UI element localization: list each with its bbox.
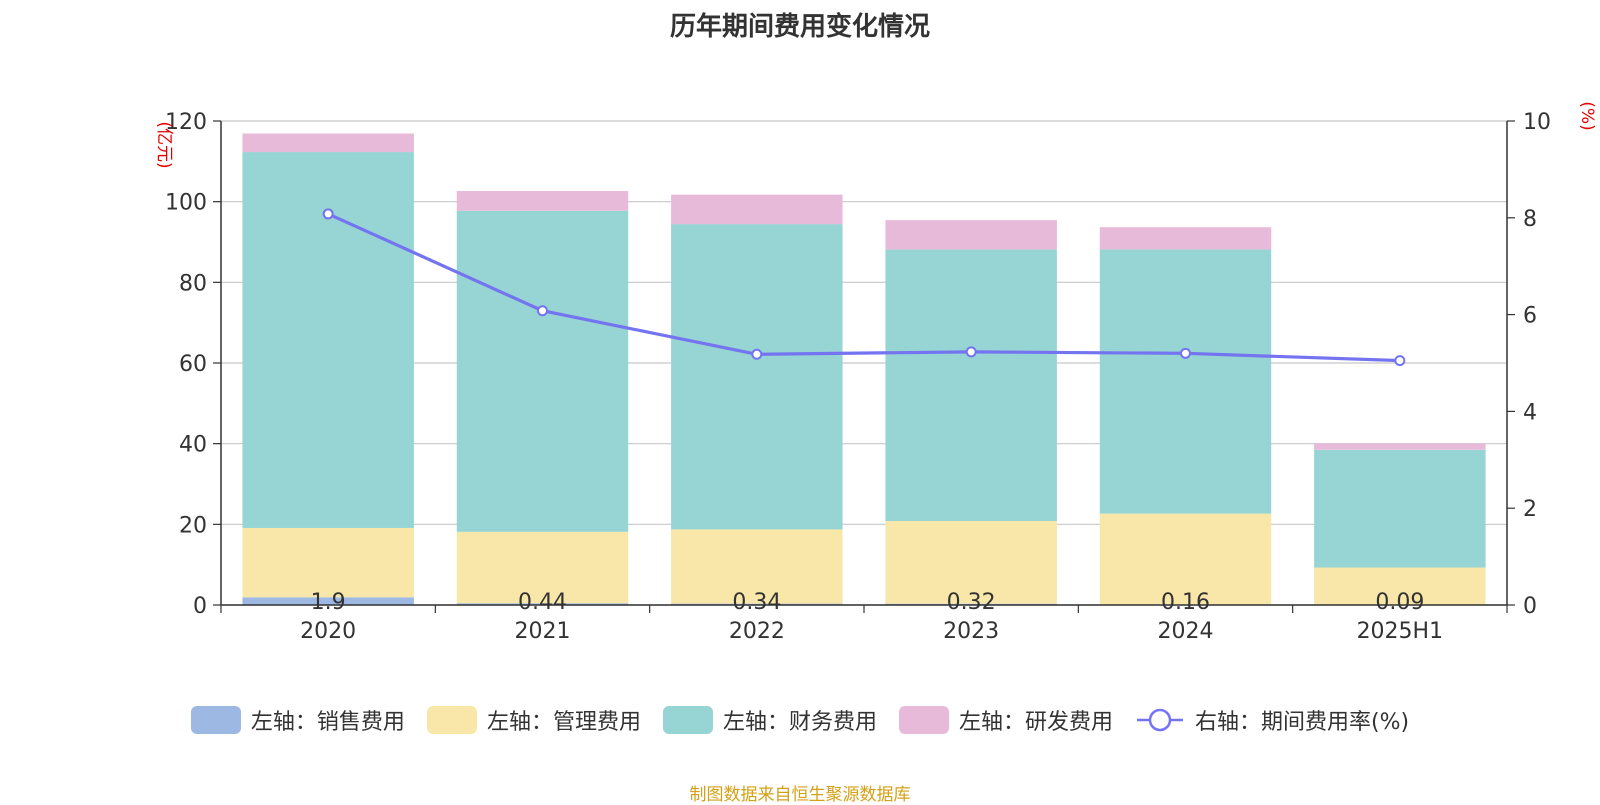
source-note: 制图数据来自恒生聚源数据库 xyxy=(0,780,1600,805)
legend-item[interactable]: 左轴：销售费用 xyxy=(191,704,405,736)
legend: 左轴：销售费用 左轴：管理费用 左轴：财务费用 左轴：研发费用 右轴：期间费用率(%) xyxy=(0,704,1600,736)
rate-point[interactable] xyxy=(538,306,547,315)
right-axis-unit: (%) xyxy=(1577,101,1597,130)
bar-segment[interactable] xyxy=(885,250,1056,521)
bar-segment[interactable] xyxy=(1314,443,1485,449)
bar-segment[interactable] xyxy=(1100,227,1271,249)
legend-label: 右轴：期间费用率(%) xyxy=(1195,704,1409,736)
left-axis-tick-label: 40 xyxy=(179,433,207,458)
legend-swatch xyxy=(899,706,949,734)
bar-segment[interactable] xyxy=(457,191,628,211)
bar-segment[interactable] xyxy=(885,220,1056,249)
left-axis-tick-label: 0 xyxy=(193,594,207,619)
legend-swatch xyxy=(427,706,477,734)
legend-label: 左轴：管理费用 xyxy=(487,704,641,736)
right-axis-tick-label: 6 xyxy=(1523,304,1537,329)
bar-segment[interactable] xyxy=(671,224,842,529)
x-axis-tick-label: 2021 xyxy=(515,619,571,644)
legend-item[interactable]: 左轴：管理费用 xyxy=(427,704,641,736)
bar-segment[interactable] xyxy=(242,134,413,153)
x-axis-tick-label: 2022 xyxy=(729,619,785,644)
bar-series xyxy=(242,134,1485,605)
legend-item[interactable]: 左轴：财务费用 xyxy=(663,704,877,736)
bar-segment[interactable] xyxy=(1314,450,1485,568)
bar-data-label: 0.32 xyxy=(947,590,996,615)
rate-point[interactable] xyxy=(752,350,761,359)
right-axis-tick-label: 8 xyxy=(1523,207,1537,232)
bar-segment[interactable] xyxy=(671,195,842,224)
rate-point[interactable] xyxy=(1181,349,1190,358)
x-axis-tick-label: 2023 xyxy=(943,619,999,644)
x-axis-tick-label: 2020 xyxy=(300,619,356,644)
left-axis-tick-label: 80 xyxy=(179,271,207,296)
bar-segment[interactable] xyxy=(1100,249,1271,513)
legend-item[interactable]: 右轴：期间费用率(%) xyxy=(1135,704,1409,736)
right-axis-tick-label: 10 xyxy=(1523,110,1551,135)
legend-item[interactable]: 左轴：研发费用 xyxy=(899,704,1113,736)
rate-point[interactable] xyxy=(967,347,976,356)
rate-point[interactable] xyxy=(324,209,333,218)
bar-data-label: 0.09 xyxy=(1375,590,1424,615)
legend-swatch xyxy=(663,706,713,734)
bar-data-label: 1.9 xyxy=(311,590,346,615)
x-axis-tick-label: 2025H1 xyxy=(1357,619,1444,644)
right-axis-tick-label: 4 xyxy=(1523,400,1537,425)
right-axis-tick-label: 2 xyxy=(1523,497,1537,522)
legend-label: 左轴：研发费用 xyxy=(959,704,1113,736)
bar-segment[interactable] xyxy=(457,211,628,532)
bar-segment[interactable] xyxy=(242,528,413,597)
x-axis-tick-label: 2024 xyxy=(1158,619,1214,644)
legend-line-marker xyxy=(1135,706,1185,734)
bar-data-label: 0.34 xyxy=(732,590,781,615)
right-axis-tick-label: 0 xyxy=(1523,594,1537,619)
left-axis-tick-label: 100 xyxy=(165,191,207,216)
legend-label: 左轴：销售费用 xyxy=(251,704,405,736)
bar-data-label: 0.44 xyxy=(518,590,567,615)
left-axis-tick-label: 20 xyxy=(179,513,207,538)
bar-data-label: 0.16 xyxy=(1161,590,1210,615)
left-axis-tick-label: 60 xyxy=(179,352,207,377)
legend-swatch xyxy=(191,706,241,734)
legend-label: 左轴：财务费用 xyxy=(723,704,877,736)
left-axis-unit: (亿元) xyxy=(154,121,174,168)
rate-point[interactable] xyxy=(1395,356,1404,365)
